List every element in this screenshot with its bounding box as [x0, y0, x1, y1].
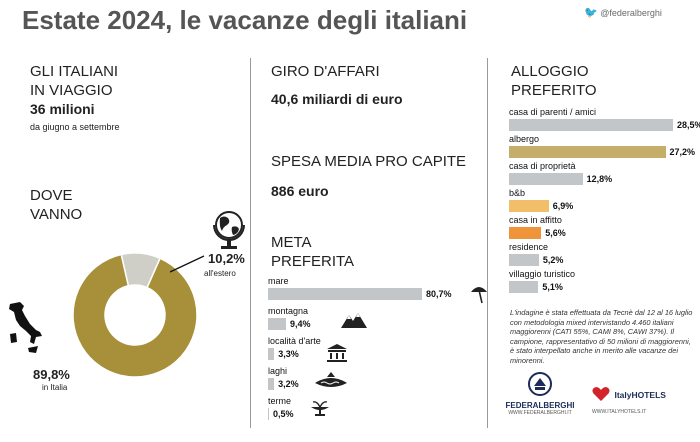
abroad-label: all'estero	[204, 269, 236, 278]
page-title: Estate 2024, le vacanze degli italiani	[22, 5, 468, 35]
where-label: DOVE VANNO	[30, 187, 83, 223]
accommodation-label: b&b	[509, 188, 526, 198]
column-divider-right	[487, 58, 488, 428]
abroad-value: 10,2%	[208, 251, 245, 266]
accommodation-bar	[509, 254, 539, 266]
accommodation-value: 5,1%	[542, 282, 563, 292]
destination-bar	[268, 408, 269, 420]
accommodation-value: 12,8%	[586, 174, 613, 184]
destination-label: località d'arte	[268, 336, 321, 346]
accommodation-label: residence	[509, 242, 549, 252]
accommodation-bar	[509, 200, 549, 212]
destination-value: 0,5%	[272, 409, 294, 419]
globe-icon	[213, 211, 245, 249]
spending-label: SPESA MEDIA PRO CAPITE	[271, 153, 467, 170]
destination-label: laghi	[268, 366, 288, 376]
federalberghi-logo[interactable]: FEDERALBERGHI WWW.FEDERALBERGHI.IT	[505, 372, 575, 416]
donut-slice-italy	[72, 253, 198, 378]
destination-value: 80,7%	[426, 289, 452, 299]
destination-bar	[268, 348, 275, 360]
survey-note: L'indagine è stata effettuata da Tecnè d…	[510, 308, 693, 365]
accommodation-label: ALLOGGIO PREFERITO	[511, 63, 597, 99]
federalberghi-emblem-icon	[528, 372, 552, 396]
accommodation-bar	[509, 281, 539, 293]
accommodation-bar	[509, 227, 542, 239]
accommodation-bar	[509, 173, 583, 185]
destination-label: terme	[268, 396, 292, 406]
destination-bar	[268, 318, 286, 330]
heart-icon	[592, 386, 610, 401]
destination-value: 3,3%	[278, 349, 299, 359]
accommodation-bar	[509, 146, 666, 158]
where-donut-chart	[72, 252, 198, 378]
italyhotels-logo[interactable]: ItalyHOTELS WWW.ITALYHOTELS.IT	[592, 385, 672, 415]
accommodation-label: casa in affitto	[509, 215, 562, 225]
business-value: 40,6 miliardi di euro	[271, 91, 403, 107]
beach-umbrella-icon	[471, 287, 487, 304]
destination-bar	[268, 288, 422, 300]
italyhotels-url: WWW.ITALYHOTELS.IT	[592, 409, 647, 415]
italy-map-icon	[9, 302, 42, 353]
twitter-bird-icon: 🐦	[584, 7, 598, 19]
accommodation-label: casa di proprietà	[509, 161, 576, 171]
abroad-connector-line	[170, 255, 205, 273]
column-divider-left	[250, 58, 251, 428]
destination-bar	[268, 378, 275, 390]
destination-label: mare	[268, 276, 289, 286]
accommodation-value: 5,6%	[545, 228, 566, 238]
business-label: GIRO D'AFFARI	[271, 63, 380, 80]
italy-value: 89,8%	[33, 367, 70, 382]
destination-value: 3,2%	[278, 379, 299, 389]
travellers-period: da giugno a settembre	[30, 122, 120, 132]
italyhotels-logo-text: ItalyHOTELS	[614, 390, 666, 400]
accommodation-value: 5,2%	[542, 255, 564, 265]
spending-value: 886 euro	[271, 183, 329, 199]
accommodation-value: 27,2%	[669, 147, 696, 157]
spa-fountain-icon	[311, 401, 329, 416]
accommodation-label: casa di parenti / amici	[509, 107, 597, 117]
twitter-handle-text: @federalberghi	[600, 8, 662, 18]
accommodation-label: villaggio turistico	[509, 269, 576, 279]
destination-value: 9,4%	[289, 319, 311, 329]
mountain-icon	[341, 313, 367, 328]
temple-icon	[327, 344, 347, 362]
travellers-count: 36 milioni	[30, 101, 95, 117]
federalberghi-logo-text: FEDERALBERGHI	[505, 401, 575, 410]
twitter-handle[interactable]: 🐦 @federalberghi	[584, 6, 662, 19]
italy-label: in Italia	[42, 383, 68, 392]
accommodation-bar	[509, 119, 673, 131]
accommodation-value: 28,5%	[677, 120, 700, 130]
accommodation-label: albergo	[509, 134, 540, 144]
destination-label: META PREFERITA	[271, 234, 355, 270]
destination-label: montagna	[268, 306, 309, 316]
federalberghi-url: WWW.FEDERALBERGHI.IT	[508, 410, 572, 416]
accommodation-value: 6,9%	[552, 201, 574, 211]
lake-icon	[315, 372, 347, 387]
travellers-label: GLI ITALIANI IN VIAGGIO	[30, 63, 119, 99]
